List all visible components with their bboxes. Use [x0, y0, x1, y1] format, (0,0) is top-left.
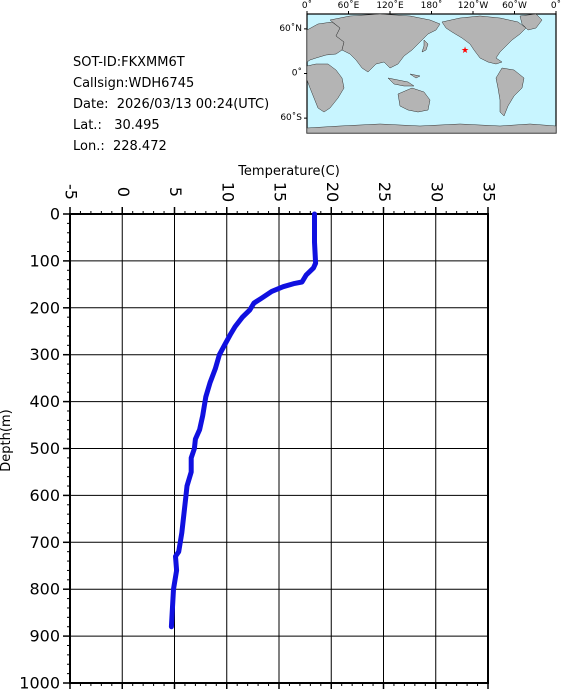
map-lon-label: 120˚W	[458, 0, 489, 11]
sot-id-text: SOT-ID:FKXMM6T	[73, 55, 185, 70]
map-lon-label: 60˚E	[338, 0, 360, 11]
map-graticule	[304, 11, 557, 119]
land-north-america	[441, 15, 527, 65]
location-map: 0˚ 60˚E 120˚E 180˚ 120˚W 60˚W 0˚ 60˚N 0˚ 60˚S ★	[279, 0, 561, 134]
y-tick-label: 100	[29, 251, 60, 270]
callsign-text: Callsign:WDH6745	[73, 76, 195, 91]
map-location-marker: ★	[461, 46, 469, 56]
land-greenland	[519, 13, 543, 31]
date-text: Date: 2026/03/13 00:24(UTC)	[73, 97, 270, 112]
chart-grid	[69, 213, 489, 684]
x-tick-label: 30	[427, 182, 446, 202]
plot-frame	[69, 213, 489, 684]
map-lon-label: 0˚	[302, 0, 312, 11]
y-tick-label: 400	[29, 392, 60, 411]
map-lat-label: 60˚N	[279, 23, 302, 34]
land-japan	[421, 39, 429, 53]
info-panel: SOT-ID:FKXMM6T Callsign:WDH6745 Date: 20…	[73, 52, 269, 157]
map-lon-label: 60˚W	[502, 0, 527, 11]
map-lat-label: 60˚S	[280, 112, 302, 123]
land-antarctica	[306, 123, 557, 134]
x-tick-label: -5	[62, 184, 81, 200]
land-south-america	[495, 67, 525, 117]
x-tick-label: 20	[323, 182, 342, 202]
map-lon-label: 120˚E	[376, 0, 404, 11]
y-tick-label: 300	[29, 345, 60, 364]
x-tick-label: 10	[218, 182, 237, 202]
land-indonesia	[387, 73, 421, 87]
map-land	[306, 13, 557, 134]
land-australia	[397, 87, 431, 113]
y-tick-label: 200	[29, 298, 60, 317]
y-tick-label: 1000	[19, 674, 60, 690]
map-lon-label: 0˚	[551, 0, 561, 11]
y-tick-label: 600	[29, 486, 60, 505]
y-tick-label: 0	[50, 205, 60, 224]
x-tick-label: 5	[166, 187, 185, 197]
y-tick-label: 900	[29, 627, 60, 646]
map-labels: 0˚ 60˚E 120˚E 180˚ 120˚W 60˚W 0˚ 60˚N 0˚ 60˚S	[279, 0, 561, 123]
x-axis-title: Temperature(C)	[237, 164, 340, 179]
map-lon-label: 180˚	[421, 0, 443, 11]
x-tick-label: 0	[114, 187, 133, 197]
x-tick-label: 35	[480, 182, 499, 202]
map-lat-label: 0˚	[292, 68, 302, 79]
x-tick-label: 15	[271, 182, 290, 202]
x-tick-label: 25	[375, 182, 394, 202]
land-asia	[329, 13, 441, 73]
temperature-profile-line	[168, 211, 319, 630]
y-tick-label: 500	[29, 439, 60, 458]
y-tick-label: 800	[29, 580, 60, 599]
lat-text: Lat.: 30.495	[73, 118, 160, 133]
chart-tick-labels: -5 0 5 10 15 20 25 30 35010020030040050060070080…	[19, 182, 498, 690]
y-tick-label: 700	[29, 533, 60, 552]
y-axis-title: Depth(m)	[0, 409, 14, 471]
lon-text: Lon.: 228.472	[73, 139, 167, 154]
